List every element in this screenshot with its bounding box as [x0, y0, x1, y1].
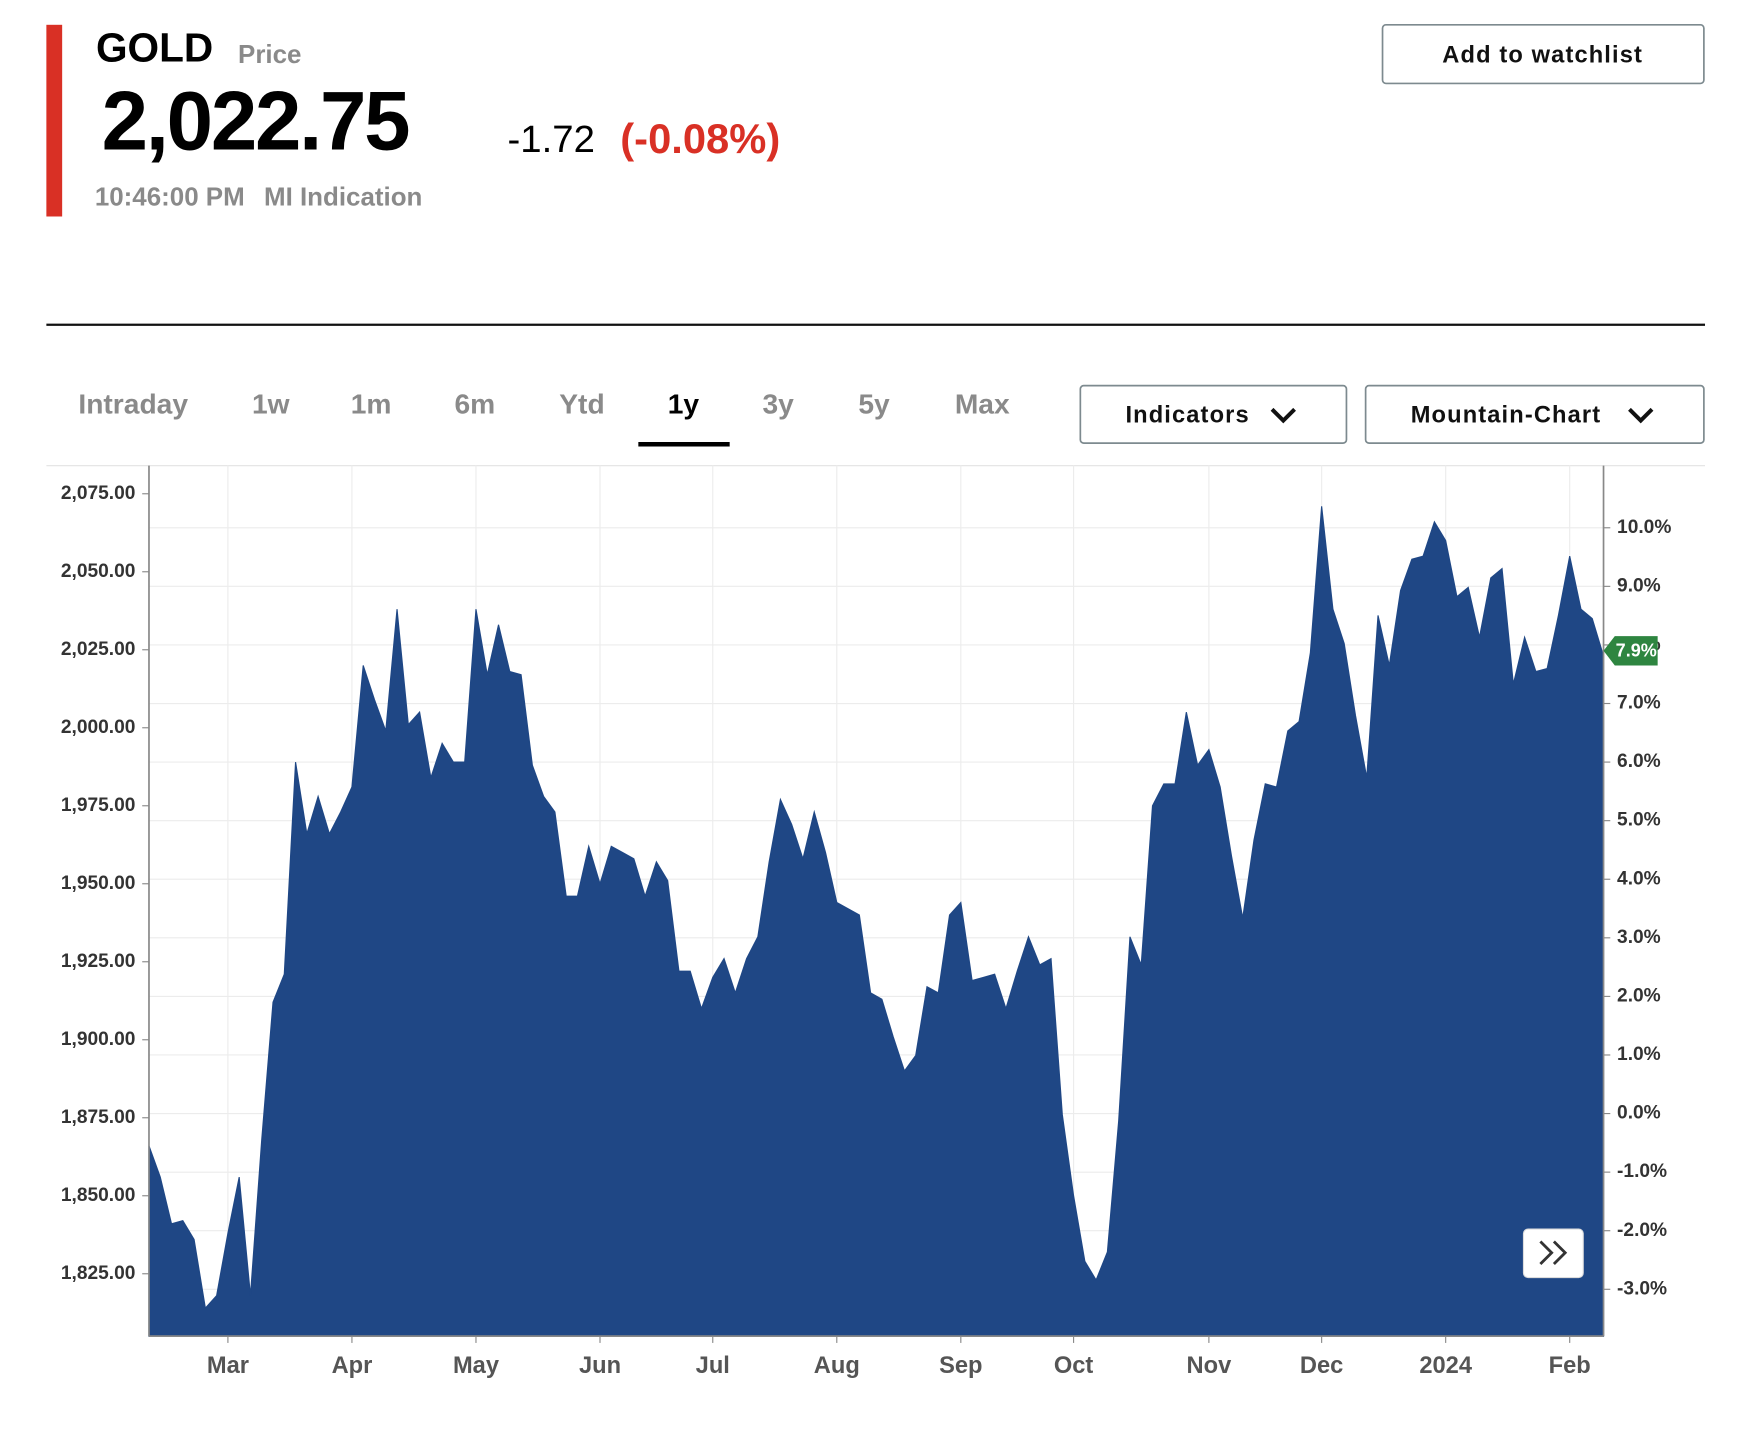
- current-change-badge: [1603, 636, 1658, 666]
- accent-bar: [46, 24, 63, 217]
- tab[interactable]: 6m: [454, 387, 495, 419]
- button-frame[interactable]: [1381, 23, 1705, 85]
- x-tick-label: Aug: [814, 1353, 860, 1379]
- double-chevron-icon: [1539, 1240, 1568, 1265]
- dropdown-frame[interactable]: [1079, 384, 1348, 444]
- tab[interactable]: Max: [955, 387, 1010, 419]
- price: 2,022.75: [102, 73, 410, 167]
- scroll-button-frame[interactable]: [1522, 1228, 1584, 1279]
- y2-tick-label: 3.0%: [1617, 927, 1661, 948]
- y2-tick-label: 0.0%: [1617, 1103, 1661, 1124]
- chart-type-dropdown[interactable]: Mountain-Chart: [1364, 384, 1705, 444]
- x-tick-label: 2024: [1419, 1353, 1472, 1379]
- y-tick-label: 1,975.00: [61, 795, 136, 816]
- x-tick-label: Nov: [1187, 1353, 1233, 1379]
- y-tick-label: 2,050.00: [61, 561, 136, 582]
- change-percent: (-0.08%): [620, 115, 780, 162]
- y2-tick-label: -3.0%: [1617, 1278, 1667, 1299]
- chevron-icon: [1270, 407, 1296, 424]
- y2-tick-label: -2.0%: [1617, 1220, 1667, 1241]
- time: 10:46:00 PM: [95, 183, 245, 211]
- source: MI Indication: [264, 183, 422, 211]
- chevron-icon: [1628, 407, 1654, 424]
- button-label[interactable]: Add to watchlist: [1442, 43, 1643, 69]
- price-area: [148, 506, 1605, 1337]
- y2-tick-label: 5.0%: [1617, 810, 1661, 831]
- x-tick-label: Jun: [579, 1353, 621, 1379]
- x-tick-label: Sep: [939, 1353, 982, 1379]
- y-tick-label: 2,025.00: [61, 639, 136, 660]
- y-tick-label: 1,850.00: [61, 1185, 136, 1206]
- tab[interactable]: 5y: [858, 387, 890, 419]
- tab[interactable]: 1y: [668, 387, 700, 419]
- y-tick-label: 2,075.00: [61, 483, 136, 504]
- y-tick-label: 1,900.00: [61, 1029, 136, 1050]
- y2-tick-label: -1.0%: [1617, 1161, 1667, 1182]
- tab[interactable]: Ytd: [559, 387, 604, 419]
- dropdown-label[interactable]: Indicators: [1125, 402, 1249, 428]
- y2-tick-label: 6.0%: [1617, 751, 1661, 772]
- x-tick-label: Oct: [1054, 1353, 1094, 1379]
- y-tick-label: 2,000.00: [61, 717, 136, 738]
- dropdown-frame[interactable]: [1364, 384, 1705, 444]
- y2-tick-label: 7.0%: [1617, 693, 1661, 714]
- y2-tick-label: 2.0%: [1617, 985, 1661, 1006]
- x-tick-label: Jul: [696, 1353, 730, 1379]
- scroll-button[interactable]: [1522, 1228, 1584, 1279]
- chart: 1,825.00 1,850.00 1,875.00 1,900.00 1,925.00…: [61, 465, 1671, 1379]
- x-tick-label: Feb: [1549, 1353, 1591, 1379]
- tab[interactable]: 1w: [252, 387, 290, 419]
- y2-tick-label: 9.0%: [1617, 575, 1661, 596]
- tab[interactable]: 1m: [351, 387, 392, 419]
- tab[interactable]: Intraday: [78, 387, 188, 419]
- y2-tick-label: 4.0%: [1617, 868, 1661, 889]
- change: -1.72: [508, 118, 595, 161]
- y-tick-label: 1,825.00: [61, 1263, 136, 1284]
- tab-underline: [638, 442, 730, 447]
- y2-tick-label: 10.0%: [1617, 517, 1671, 538]
- tab[interactable]: 3y: [762, 387, 794, 419]
- price-label: Price: [238, 41, 301, 69]
- indicators-dropdown[interactable]: Indicators: [1079, 384, 1348, 444]
- x-tick-label: Dec: [1300, 1353, 1343, 1379]
- dropdown-label[interactable]: Mountain-Chart: [1411, 402, 1602, 428]
- y-tick-label: 1,925.00: [61, 951, 136, 972]
- y2-tick-label: 1.0%: [1617, 1044, 1661, 1065]
- x-tick-label: Mar: [207, 1353, 249, 1379]
- tabs: Intraday 1w 1m 6m Ytd 1y 3y 5y Max: [78, 387, 1010, 447]
- y-tick-label: 1,950.00: [61, 873, 136, 894]
- current-change-label: 7.9%: [1616, 641, 1657, 661]
- x-tick-label: May: [453, 1353, 500, 1379]
- symbol: GOLD: [96, 24, 213, 70]
- y-tick-label: 1,875.00: [61, 1107, 136, 1128]
- x-tick-label: Apr: [332, 1353, 373, 1379]
- watchlist-button[interactable]: Add to watchlist: [1381, 23, 1705, 85]
